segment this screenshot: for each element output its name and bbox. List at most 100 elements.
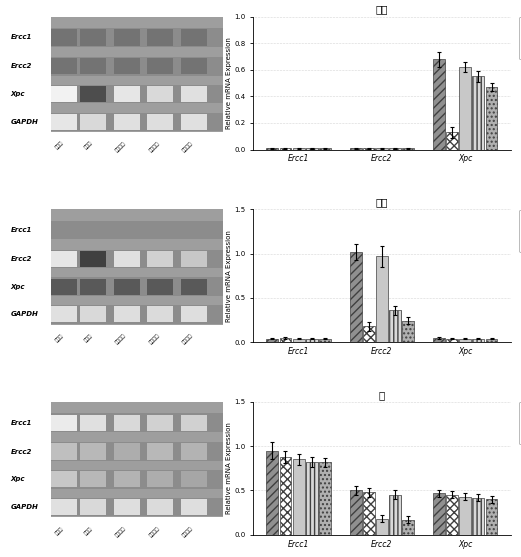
Bar (181, 30, 207, 46)
Legend: 正常组, 再障组, 高剂量组, 中剂量组, 低剂量组: 正常组, 再障组, 高剂量组, 中剂量组, 低剂量组 (518, 402, 521, 444)
Text: 再障组: 再障组 (83, 333, 93, 343)
Bar (147, 222, 173, 238)
Bar (293, 339, 305, 342)
Text: Xpc: Xpc (10, 91, 25, 97)
Bar (51, 470, 223, 488)
Bar (147, 499, 173, 515)
Bar (433, 493, 445, 535)
Bar (363, 492, 375, 535)
Bar (306, 462, 318, 535)
Bar (51, 277, 223, 296)
Bar (51, 113, 223, 131)
Bar (181, 58, 207, 75)
Bar (51, 30, 77, 46)
Bar (486, 339, 498, 342)
Bar (114, 414, 140, 431)
Bar (51, 306, 77, 323)
Text: 中剂量组: 中剂量组 (148, 333, 160, 345)
Bar (147, 278, 173, 295)
Text: 再障组: 再障组 (83, 525, 93, 536)
Bar (280, 457, 291, 535)
Bar (51, 471, 77, 487)
Bar (389, 310, 401, 342)
Bar (114, 114, 140, 130)
Bar (80, 471, 106, 487)
Bar (114, 499, 140, 515)
Bar (147, 306, 173, 323)
Bar (51, 85, 223, 104)
Text: 正常组: 正常组 (54, 333, 64, 343)
Bar (486, 499, 498, 535)
Bar (376, 256, 388, 342)
Bar (80, 499, 106, 515)
Bar (181, 278, 207, 295)
Bar (147, 471, 173, 487)
Bar (350, 491, 362, 535)
Bar (114, 86, 140, 102)
Y-axis label: Relative mRNA Expression: Relative mRNA Expression (226, 230, 232, 321)
Bar (51, 251, 77, 267)
Bar (473, 76, 485, 149)
Bar (80, 306, 106, 323)
Bar (80, 251, 106, 267)
Bar (51, 86, 77, 102)
Bar (433, 338, 445, 342)
Text: Xpc: Xpc (10, 476, 25, 482)
Bar (80, 443, 106, 460)
Bar (446, 339, 458, 342)
Text: 高剂量组: 高剂量组 (115, 525, 127, 538)
Text: Ercc1: Ercc1 (10, 419, 32, 426)
Bar (147, 251, 173, 267)
Bar (363, 326, 375, 342)
Bar (460, 67, 472, 149)
Bar (51, 442, 223, 461)
Bar (114, 251, 140, 267)
Legend: 正常组, 再障组, 高剂量组, 中剂量组, 低剂量组: 正常组, 再障组, 高剂量组, 中剂量组, 低剂量组 (518, 209, 521, 252)
Bar (51, 499, 77, 515)
Bar (80, 86, 106, 102)
Bar (80, 222, 106, 238)
Bar (80, 278, 106, 295)
Bar (114, 222, 140, 238)
Bar (319, 339, 331, 342)
Bar (80, 58, 106, 75)
Bar (460, 339, 472, 342)
Bar (181, 499, 207, 515)
Text: GAPDH: GAPDH (10, 311, 39, 317)
Text: 低剂量组: 低剂量组 (181, 140, 194, 153)
Bar (51, 17, 223, 132)
Title: 骨髓: 骨髓 (376, 197, 388, 207)
Bar (147, 58, 173, 75)
Bar (147, 86, 173, 102)
Bar (266, 451, 278, 535)
Bar (114, 471, 140, 487)
Title: 肝脏: 肝脏 (376, 4, 388, 14)
Bar (51, 222, 77, 238)
Y-axis label: Relative mRNA Expression: Relative mRNA Expression (226, 422, 232, 514)
Bar (51, 28, 223, 47)
Bar (376, 519, 388, 535)
Bar (51, 114, 77, 130)
Legend: 正常组, 再障组, 高剂量组, 中剂量组, 低剂量组: 正常组, 再障组, 高剂量组, 中剂量组, 低剂量组 (518, 17, 521, 59)
Bar (80, 30, 106, 46)
Bar (147, 443, 173, 460)
Text: 中剂量组: 中剂量组 (148, 140, 160, 153)
Bar (51, 278, 77, 295)
Text: 低剂量组: 低剂量组 (181, 525, 194, 538)
Bar (486, 87, 498, 149)
Bar (51, 58, 77, 75)
Text: 正常组: 正常组 (54, 140, 64, 150)
Bar (147, 114, 173, 130)
Bar (181, 443, 207, 460)
Text: 低剂量组: 低剂量组 (181, 333, 194, 345)
Bar (181, 86, 207, 102)
Bar (402, 321, 414, 342)
Bar (350, 252, 362, 342)
Bar (460, 497, 472, 535)
Bar (147, 414, 173, 431)
Bar (280, 338, 291, 342)
Text: 中剂量组: 中剂量组 (148, 525, 160, 538)
Bar (473, 339, 485, 342)
Bar (51, 209, 223, 325)
Bar (80, 414, 106, 431)
